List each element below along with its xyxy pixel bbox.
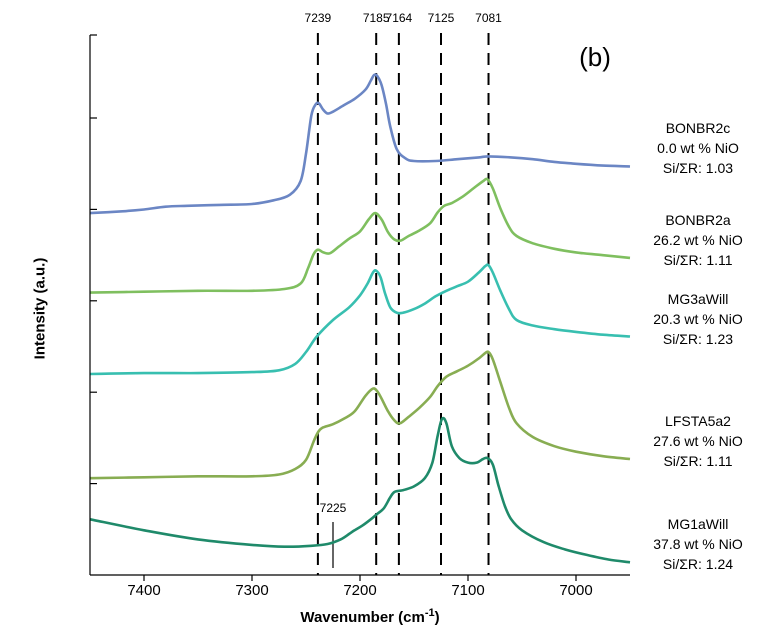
series-label-line: MG3aWill xyxy=(667,290,729,307)
annotation-label: 7225 xyxy=(319,501,347,515)
reference-line-label: 7164 xyxy=(385,11,413,25)
series-label-line: 20.3 wt % NiO xyxy=(653,310,743,327)
series-label-2: MG3aWill 20.3 wt % NiO Si/ΣR: 1.23 xyxy=(632,289,764,349)
x-tick-label: 7400 xyxy=(127,582,161,599)
axes xyxy=(89,34,630,581)
x-tick-label: 7000 xyxy=(559,582,593,599)
series-label-line: MG1aWill xyxy=(667,516,729,533)
series-label-3: LFSTA5a2 27.6 wt % NiO Si/ΣR: 1.11 xyxy=(632,411,764,471)
reference-line-label: 7239 xyxy=(304,11,332,25)
x-axis-title-text: Wavenumber (cm xyxy=(300,609,425,626)
series-label-line: 0.0 wt % NiO xyxy=(657,140,739,157)
panel-label: (b) xyxy=(579,42,611,72)
y-axis-title: Intensity (a.u.) xyxy=(31,257,49,360)
x-axis-title: Wavenumber (cm-1) xyxy=(240,607,500,626)
series-label-line: Si/ΣR: 1.11 xyxy=(663,452,733,469)
series-label-line: Si/ΣR: 1.24 xyxy=(662,556,734,573)
series-line-2 xyxy=(89,263,631,376)
series-label-line: BONBR2a xyxy=(665,211,731,228)
spectra xyxy=(89,73,631,564)
x-axis-title-superscript: -1 xyxy=(424,607,435,619)
series-label-1: BONBR2a 26.2 wt % NiO Si/ΣR: 1.11 xyxy=(632,210,764,270)
series-line-1 xyxy=(89,177,631,294)
series-label-line: 37.8 wt % NiO xyxy=(653,536,743,553)
series-label-line: LFSTA5a2 xyxy=(665,412,731,429)
reference-line-label: 7125 xyxy=(427,11,455,25)
x-tick-label: 7200 xyxy=(343,582,377,599)
series-line-0 xyxy=(89,73,631,215)
series-label-0: BONBR2c 0.0 wt % NiO Si/ΣR: 1.03 xyxy=(632,118,764,178)
series-label-line: Si/ΣR: 1.03 xyxy=(662,160,734,177)
series-line-3 xyxy=(89,350,631,480)
series-label-line: Si/ΣR: 1.11 xyxy=(663,251,733,268)
series-label-4: MG1aWill 37.8 wt % NiO Si/ΣR: 1.24 xyxy=(632,514,764,574)
reference-line-label: 7185 xyxy=(362,11,390,25)
series-label-line: Si/ΣR: 1.23 xyxy=(662,330,734,347)
series-line-4 xyxy=(89,416,631,564)
series-label-line: BONBR2c xyxy=(665,120,731,137)
series-label-line: 26.2 wt % NiO xyxy=(653,231,743,248)
x-axis-title-close: ) xyxy=(434,609,440,626)
x-tick-label: 7100 xyxy=(451,582,485,599)
reference-lines xyxy=(316,33,490,575)
series-label-line: 27.6 wt % NiO xyxy=(653,432,743,449)
x-tick-label: 7300 xyxy=(235,582,269,599)
reference-line-label: 7081 xyxy=(475,11,502,25)
